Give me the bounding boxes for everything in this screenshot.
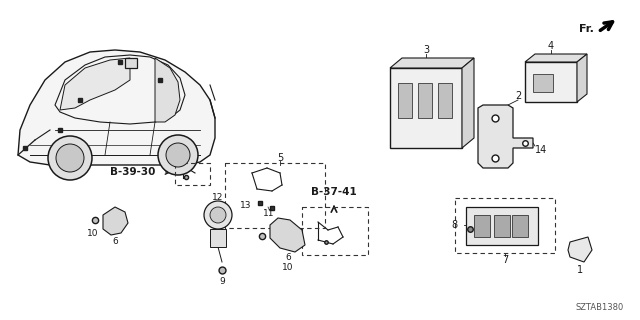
Bar (398, 83, 412, 118)
Circle shape (204, 201, 232, 229)
Bar (474, 215, 490, 237)
Bar (466, 207, 538, 245)
Bar (533, 74, 553, 92)
Text: 2: 2 (515, 91, 521, 101)
Text: 4: 4 (548, 41, 554, 51)
Bar (210, 229, 226, 247)
Text: 1: 1 (577, 265, 583, 275)
Polygon shape (478, 105, 533, 168)
Polygon shape (568, 237, 592, 262)
Text: 6: 6 (285, 253, 291, 262)
Bar (512, 215, 528, 237)
Polygon shape (270, 218, 305, 252)
Text: 13: 13 (240, 201, 252, 210)
Text: 5: 5 (277, 153, 283, 163)
Circle shape (158, 135, 198, 175)
Bar (525, 62, 577, 102)
Text: 14: 14 (535, 145, 547, 155)
Polygon shape (155, 58, 180, 122)
Text: 8: 8 (452, 220, 458, 230)
Text: B-39-30: B-39-30 (109, 167, 155, 177)
Circle shape (48, 136, 92, 180)
Bar (125, 58, 137, 68)
Polygon shape (18, 50, 215, 165)
Circle shape (56, 144, 84, 172)
Circle shape (166, 143, 190, 167)
Bar (438, 83, 452, 118)
Bar (390, 68, 462, 148)
Text: 7: 7 (502, 255, 508, 265)
Text: Fr.: Fr. (579, 24, 594, 34)
Text: 10: 10 (87, 228, 99, 237)
Polygon shape (577, 54, 587, 102)
Text: SZTAB1380: SZTAB1380 (576, 303, 624, 313)
Text: 9: 9 (219, 277, 225, 286)
Circle shape (210, 207, 226, 223)
Text: 11: 11 (263, 209, 275, 218)
Text: 10: 10 (282, 263, 294, 273)
Polygon shape (103, 207, 128, 235)
Bar (494, 215, 510, 237)
Polygon shape (60, 58, 130, 110)
Text: 3: 3 (423, 45, 429, 55)
Bar (418, 83, 432, 118)
Polygon shape (462, 58, 474, 148)
Polygon shape (525, 54, 587, 62)
Text: B-37-41: B-37-41 (311, 187, 357, 197)
Text: 6: 6 (112, 236, 118, 245)
Text: 12: 12 (212, 193, 224, 202)
Polygon shape (390, 58, 474, 68)
